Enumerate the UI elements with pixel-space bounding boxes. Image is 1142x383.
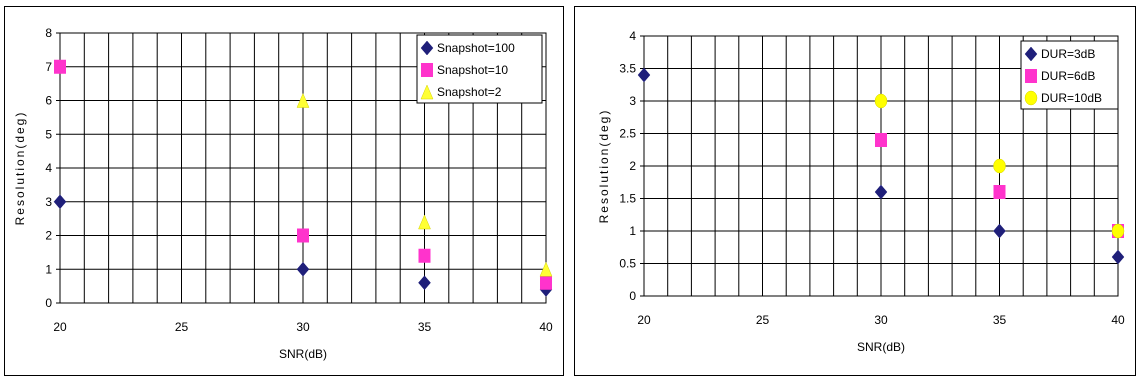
- left-y-tick-label: 0: [45, 296, 52, 310]
- right-legend-label-2: DUR=6dB: [1041, 69, 1095, 83]
- left-legend-marker-1: [420, 40, 434, 56]
- left-series2-point: [540, 275, 552, 290]
- left-series1-point: [296, 261, 310, 277]
- left-x-tick-label: 35: [418, 320, 432, 334]
- left-series2-point: [54, 59, 66, 74]
- left-legend-label-1: Snapshot=100: [437, 41, 515, 55]
- right-y-tick-label: 3: [629, 94, 636, 108]
- left-legend-marker-3: [420, 84, 434, 100]
- left-y-tick-label: 8: [45, 26, 52, 40]
- left-series2-point: [297, 228, 309, 243]
- right-y-tick-label: 4: [629, 29, 636, 43]
- left-legend-label-2: Snapshot=10: [437, 63, 508, 77]
- left-series3-point: [539, 261, 553, 277]
- left-y-tick-label: 7: [45, 60, 52, 74]
- right-series1-point: [637, 67, 651, 83]
- left-x-tick-label: 40: [539, 320, 553, 334]
- right-y-tick-label: 1.5: [619, 192, 636, 206]
- left-legend-marker-2: [421, 63, 433, 77]
- right-series3-point: [993, 158, 1006, 174]
- left-y-tick-label: 3: [45, 195, 52, 209]
- right-y-tick-label: 2.5: [619, 127, 636, 141]
- right-x-tick-label: 40: [1111, 313, 1125, 327]
- right-y-tick-label: 0: [629, 289, 636, 303]
- left-x-tick-label: 30: [296, 320, 310, 334]
- right-x-tick-label: 25: [756, 313, 770, 327]
- right-x-tick-label: 30: [874, 313, 888, 327]
- right-x-tick-label: 35: [993, 313, 1007, 327]
- left-series1-point: [53, 194, 67, 210]
- right-series1-point: [1111, 249, 1125, 265]
- left-series3-point: [296, 92, 310, 108]
- right-legend-label-1: DUR=3dB: [1041, 47, 1095, 61]
- left-legend-box: [416, 34, 543, 104]
- left-y-tick-label: 6: [45, 94, 52, 108]
- right-legend-marker-1: [1024, 46, 1038, 62]
- right-series3-point: [1111, 223, 1125, 239]
- chart-panel-left: 0 1 2 3 4 5 6 7 8 20 25 30 35 40 SNR(dB) Resolution(deg…: [4, 6, 564, 376]
- chart-panel-right: 0 0.5 1 1.5 2 2.5 3 3.5 4 20 25 30 35 40 SNR(dB) Resolu…: [574, 6, 1136, 376]
- left-y-tick-label: 2: [45, 229, 52, 243]
- right-y-axis-title: Resolution(deg): [597, 109, 611, 224]
- right-legend-marker-2: [1025, 69, 1037, 83]
- right-x-tick-label: 20: [637, 313, 651, 327]
- left-x-axis-title: SNR(dB): [279, 347, 327, 361]
- left-y-tick-label: 4: [45, 161, 52, 175]
- left-y-tick-label: 5: [45, 127, 52, 141]
- right-y-tick-label: 1: [629, 224, 636, 238]
- right-y-tick-label: 3.5: [619, 62, 636, 76]
- right-series2-point: [875, 133, 887, 147]
- right-legend-marker-3: [1024, 90, 1038, 106]
- right-series2-point: [993, 185, 1006, 199]
- right-y-tick-label: 2: [629, 159, 636, 173]
- right-series1-point: [993, 223, 1006, 239]
- left-legend-label-3: Snapshot=2: [437, 85, 502, 99]
- chart-right-svg: 0 0.5 1 1.5 2 2.5 3 3.5 4 20 25 30 35 40 SNR(dB) Resolu…: [597, 29, 1125, 354]
- right-x-axis-title: SNR(dB): [857, 340, 905, 354]
- left-series1-point: [418, 275, 431, 291]
- left-x-tick-label: 25: [175, 320, 189, 334]
- right-series1-point: [874, 184, 888, 200]
- left-x-tick-label: 20: [53, 320, 67, 334]
- right-series3-point: [874, 93, 888, 109]
- chart-left-svg: 0 1 2 3 4 5 6 7 8 20 25 30 35 40 SNR(dB) Resolution(deg…: [13, 26, 553, 361]
- right-y-tick-label: 0.5: [619, 257, 636, 271]
- left-series3-point: [418, 214, 431, 230]
- left-y-axis-title: Resolution(deg): [13, 111, 27, 226]
- left-series2-point: [418, 248, 431, 263]
- left-y-tick-label: 1: [45, 262, 52, 276]
- right-legend-label-3: DUR=10dB: [1041, 91, 1102, 105]
